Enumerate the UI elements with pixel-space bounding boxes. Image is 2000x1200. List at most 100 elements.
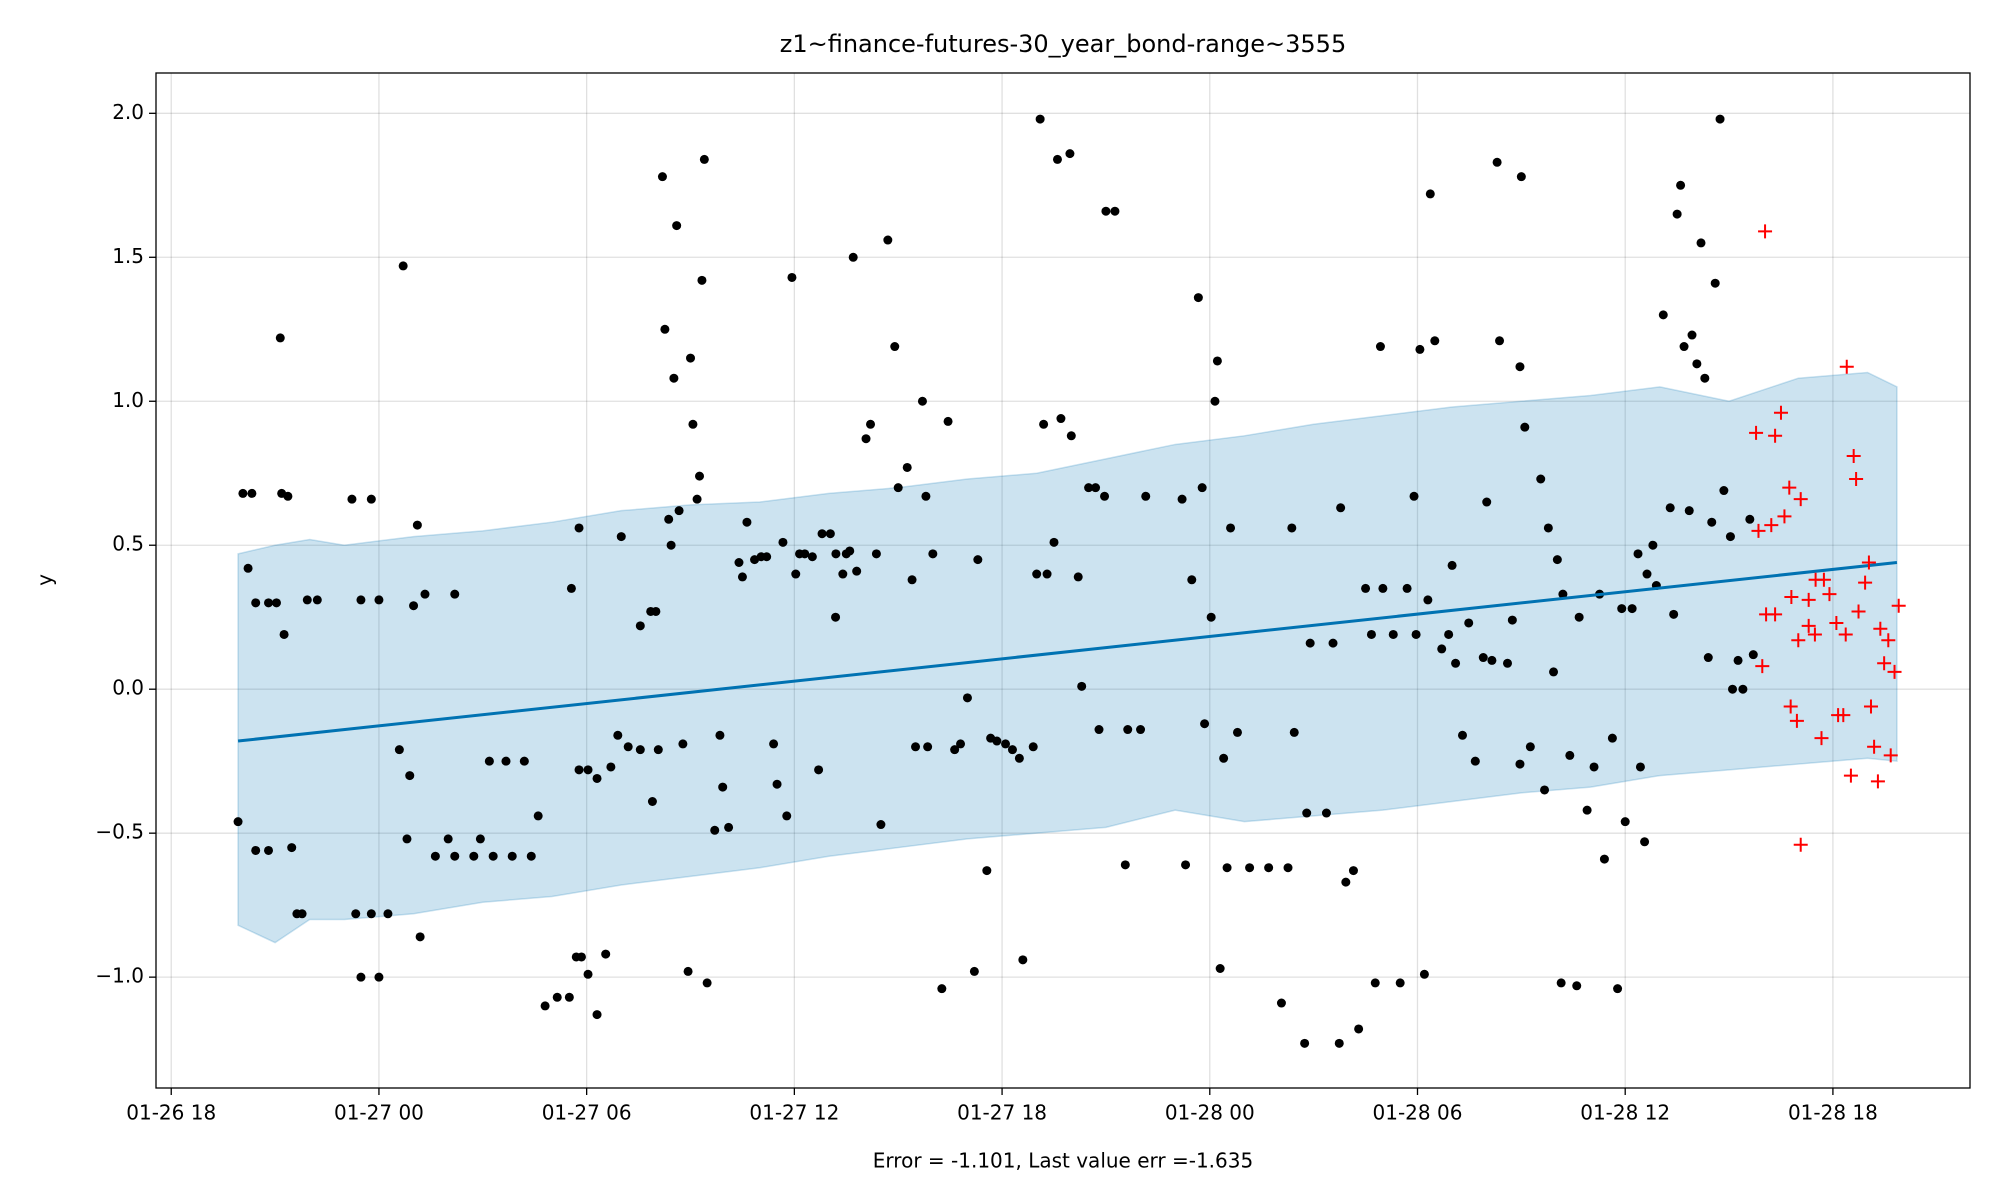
observed-point <box>831 549 841 559</box>
observed-point <box>762 552 772 562</box>
observed-point <box>1289 727 1299 737</box>
observed-point <box>1066 431 1076 441</box>
observed-point <box>710 825 720 835</box>
y-tick-label: 1.0 <box>112 388 144 412</box>
observed-point <box>1232 727 1242 737</box>
future-point <box>1891 598 1906 613</box>
plot-area: 01-26 18 01-27 00 01-27 06 01-27 12 01-27 18… <box>95 73 1970 1125</box>
future-point <box>1814 731 1829 746</box>
future-point <box>1758 224 1773 239</box>
observed-point <box>1187 575 1197 585</box>
observed-point <box>1444 629 1454 639</box>
observed-point <box>1388 629 1398 639</box>
observed-point <box>845 546 855 556</box>
observed-point <box>1300 1038 1310 1048</box>
future-point <box>1751 523 1766 538</box>
observed-point <box>1052 154 1062 164</box>
observed-point <box>674 506 684 516</box>
observed-point <box>1348 866 1358 876</box>
observed-point <box>616 532 626 542</box>
observed-point <box>861 434 871 444</box>
future-point <box>1768 607 1783 622</box>
observed-point <box>356 595 366 605</box>
x-axis-label: Error = -1.101, Last value err =-1.635 <box>873 1149 1253 1173</box>
observed-point <box>1470 756 1480 766</box>
observed-point <box>697 275 707 285</box>
observed-point <box>484 756 494 766</box>
observed-point <box>1710 278 1720 288</box>
observed-point <box>1451 658 1461 668</box>
observed-point <box>664 514 674 524</box>
observed-point <box>660 324 670 334</box>
observed-point <box>1536 474 1546 484</box>
observed-point <box>1738 684 1748 694</box>
observed-point <box>1728 684 1738 694</box>
observed-point <box>778 537 788 547</box>
future-point <box>1839 359 1854 374</box>
observed-point <box>592 1010 602 1020</box>
future-point <box>1793 492 1808 507</box>
observed-point <box>937 984 947 994</box>
observed-point <box>1141 491 1151 501</box>
observed-point <box>1001 739 1011 749</box>
observed-point <box>606 762 616 772</box>
observed-point <box>574 523 584 533</box>
forecast-line <box>237 561 1898 743</box>
observed-point <box>923 742 933 752</box>
observed-point <box>412 520 422 530</box>
observed-point <box>574 765 584 775</box>
observed-point <box>814 765 824 775</box>
observed-point <box>283 491 293 501</box>
observed-point <box>791 569 801 579</box>
observed-point <box>1177 494 1187 504</box>
observed-point <box>831 612 841 622</box>
observed-point <box>1516 172 1526 182</box>
observed-point <box>1328 638 1338 648</box>
y-tick-label: −1.0 <box>95 964 144 988</box>
observed-point <box>1620 817 1630 827</box>
observed-point <box>1582 805 1592 815</box>
observed-point <box>787 272 797 282</box>
observed-point <box>669 373 679 383</box>
observed-point <box>271 598 281 608</box>
observed-point <box>526 851 536 861</box>
observed-point <box>1378 583 1388 593</box>
y-tick-label: 0.5 <box>112 532 144 556</box>
observed-point <box>1707 517 1717 527</box>
observed-point <box>279 629 289 639</box>
observed-point <box>686 353 696 363</box>
observed-point <box>1305 638 1315 648</box>
observed-point <box>1658 310 1668 320</box>
observed-point <box>450 851 460 861</box>
observed-point <box>1206 612 1216 622</box>
observed-point <box>1094 725 1104 735</box>
future-point <box>1822 587 1837 602</box>
x-tick-label: 01-27 12 <box>749 1101 839 1125</box>
observed-point <box>552 992 562 1002</box>
observed-point <box>264 845 274 855</box>
future-point <box>1789 713 1804 728</box>
observed-point <box>653 745 663 755</box>
future-point <box>1764 518 1779 533</box>
future-point <box>1873 621 1888 636</box>
observed-point <box>613 730 623 740</box>
observed-point <box>1715 114 1725 124</box>
observed-point <box>450 589 460 599</box>
observed-point <box>366 909 376 919</box>
observed-point <box>1692 359 1702 369</box>
observed-point <box>1607 733 1617 743</box>
observed-point <box>1635 762 1645 772</box>
observed-point <box>356 972 366 982</box>
observed-point <box>672 221 682 231</box>
observed-point <box>683 966 693 976</box>
observed-point <box>782 811 792 821</box>
observed-point <box>1193 293 1203 303</box>
observed-point <box>956 739 966 749</box>
observed-point <box>950 745 960 755</box>
observed-point <box>871 549 881 559</box>
observed-point <box>1669 609 1679 619</box>
observed-point <box>1120 860 1130 870</box>
observed-point <box>312 595 322 605</box>
observed-point <box>1447 560 1457 570</box>
